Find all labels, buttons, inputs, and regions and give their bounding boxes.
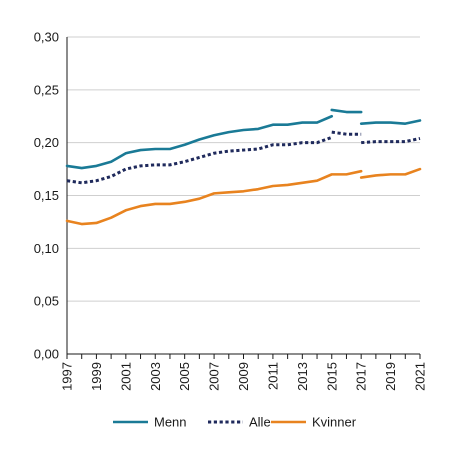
gridlines bbox=[67, 36, 420, 302]
x-tick-label: 2015 bbox=[324, 362, 339, 391]
series-alle-segment-1 bbox=[331, 130, 362, 136]
series-alle-segment-2 bbox=[361, 136, 421, 145]
y-tick-label: 0,25 bbox=[34, 82, 59, 97]
y-tick-label: 0,15 bbox=[34, 188, 59, 203]
series-lines bbox=[65, 108, 422, 226]
x-tick-label: 2017 bbox=[354, 362, 369, 391]
series-menn-segment-0 bbox=[65, 114, 334, 170]
x-tick-label: 2011 bbox=[265, 362, 280, 390]
series-alle-segment-0 bbox=[66, 135, 333, 185]
y-tick-label: 0,30 bbox=[34, 30, 59, 45]
x-tick-label: 2005 bbox=[177, 362, 192, 391]
x-tick-label: 1999 bbox=[89, 362, 104, 391]
series-kvinner-segment-1 bbox=[359, 167, 422, 179]
legend-label-alle: Alle bbox=[249, 415, 271, 430]
y-tick-label: 0,20 bbox=[34, 135, 59, 150]
y-tick-label: 0,00 bbox=[34, 347, 59, 362]
series-kvinner-segment-0 bbox=[65, 169, 363, 226]
x-tick-label: 2021 bbox=[413, 362, 428, 391]
legend-label-kvinner: Kvinner bbox=[312, 415, 357, 430]
series-menn-segment-1 bbox=[330, 108, 363, 114]
x-tick-label: 2001 bbox=[118, 362, 133, 391]
y-tick-label: 0,10 bbox=[34, 241, 59, 256]
y-axis-ticks: 0,00 0,05 0,10 0,15 0,20 0,25 0,30 bbox=[34, 30, 59, 362]
x-tick-label: 2009 bbox=[236, 362, 251, 391]
x-tick-label: 2019 bbox=[383, 362, 398, 391]
x-tick-label: 2007 bbox=[207, 362, 222, 391]
x-tick-label: 2013 bbox=[295, 362, 310, 391]
x-tick-label: 2003 bbox=[148, 362, 163, 391]
y-tick-label: 0,05 bbox=[34, 294, 59, 309]
legend: Menn Alle Kvinner bbox=[113, 415, 357, 430]
x-tick-label: 1997 bbox=[60, 362, 75, 391]
series-menn-segment-2 bbox=[359, 119, 422, 125]
legend-label-menn: Menn bbox=[154, 415, 187, 430]
x-axis: 1997 1999 2001 2003 2005 2007 2009 2011 2013 2015… bbox=[60, 37, 428, 391]
